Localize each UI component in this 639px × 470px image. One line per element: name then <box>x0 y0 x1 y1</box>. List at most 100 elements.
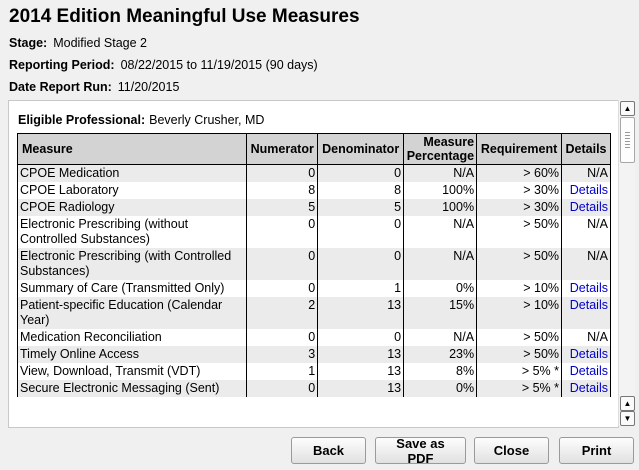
reporting-period-line: Reporting Period: 08/22/2015 to 11/19/201… <box>9 58 318 72</box>
table-row: Secure Electronic Messaging (Sent) 0 13 0% >… <box>16 380 611 397</box>
numerator-cell: 5 <box>246 199 319 216</box>
details-cell: N/A <box>561 164 611 182</box>
grip-icon <box>625 132 630 148</box>
header-percentage-line2: Percentage <box>406 149 475 163</box>
measure-cell: Timely Online Access <box>16 346 248 363</box>
denominator-cell: 0 <box>317 164 405 182</box>
numerator-cell: 3 <box>246 346 319 363</box>
scroll-up-arrow-lower-icon[interactable]: ▲ <box>620 396 635 411</box>
page-title: 2014 Edition Meaningful Use Measures <box>9 6 360 27</box>
percentage-cell: 8% <box>403 363 478 380</box>
requirement-cell: > 30% <box>476 199 563 216</box>
measure-cell: View, Download, Transmit (VDT) <box>16 363 248 380</box>
percentage-cell: 0% <box>403 380 478 397</box>
details-cell[interactable]: Details <box>561 297 611 329</box>
stage-line: Stage: Modified Stage 2 <box>9 36 147 50</box>
measure-cell: Electronic Prescribing (without Controll… <box>16 216 248 248</box>
header-requirement: Requirement <box>476 133 563 165</box>
details-cell[interactable]: Details <box>561 280 611 297</box>
header-measure-percentage: Measure Percentage <box>403 133 478 165</box>
scroll-down-arrow-icon[interactable]: ▼ <box>620 411 635 426</box>
percentage-cell: 23% <box>403 346 478 363</box>
denominator-cell: 5 <box>317 199 405 216</box>
numerator-cell: 0 <box>246 329 319 346</box>
details-cell[interactable]: Details <box>561 363 611 380</box>
measure-cell: CPOE Radiology <box>16 199 248 216</box>
details-cell[interactable]: Details <box>561 380 611 397</box>
requirement-cell: > 10% <box>476 280 563 297</box>
details-link[interactable]: Details <box>569 347 608 361</box>
numerator-cell: 1 <box>246 363 319 380</box>
denominator-cell: 13 <box>317 380 405 397</box>
details-cell: N/A <box>561 248 611 280</box>
numerator-cell: 0 <box>246 280 319 297</box>
percentage-cell: 100% <box>403 199 478 216</box>
table-row: Electronic Prescribing (with Controlled … <box>16 248 611 280</box>
requirement-cell: > 50% <box>476 329 563 346</box>
requirement-cell: > 5% * <box>476 380 563 397</box>
details-cell[interactable]: Details <box>561 199 611 216</box>
details-link[interactable]: Details <box>569 200 608 214</box>
percentage-cell: 100% <box>403 182 478 199</box>
table-row: Summary of Care (Transmitted Only) 0 1 0% > … <box>16 280 611 297</box>
header-percentage-line1: Measure <box>423 135 475 149</box>
numerator-cell: 2 <box>246 297 319 329</box>
report-panel: Eligible Professional: Beverly Crusher, M… <box>8 100 619 428</box>
date-report-run-value: 11/20/2015 <box>117 80 180 94</box>
header-denominator: Denominator <box>317 133 405 165</box>
details-link[interactable]: Details <box>569 183 608 197</box>
requirement-cell: > 60% <box>476 164 563 182</box>
details-link[interactable]: Details <box>569 381 608 395</box>
table-header-row: Measure Numerator Denominator Measure Pe… <box>16 133 611 165</box>
details-link[interactable]: Details <box>569 364 608 378</box>
details-cell: N/A <box>561 329 611 346</box>
measure-cell: Summary of Care (Transmitted Only) <box>16 280 248 297</box>
details-link[interactable]: Details <box>569 281 608 295</box>
requirement-cell: > 50% <box>476 346 563 363</box>
table-row: Patient-specific Education (Calendar Yea… <box>16 297 611 329</box>
requirement-cell: > 50% <box>476 216 563 248</box>
details-cell: N/A <box>561 216 611 248</box>
denominator-cell: 1 <box>317 280 405 297</box>
denominator-cell: 13 <box>317 346 405 363</box>
denominator-cell: 8 <box>317 182 405 199</box>
eligible-professional: Eligible Professional: Beverly Crusher, M… <box>18 113 264 127</box>
measure-cell: CPOE Medication <box>16 164 248 182</box>
table-row: CPOE Medication 0 0 N/A > 60% N/A <box>16 164 611 182</box>
table-row: View, Download, Transmit (VDT) 1 13 8% > 5% … <box>16 363 611 380</box>
percentage-cell: N/A <box>403 248 478 280</box>
denominator-cell: 0 <box>317 329 405 346</box>
stage-value: Modified Stage 2 <box>53 36 148 50</box>
table-row: Timely Online Access 3 13 23% > 50% Details <box>16 346 611 363</box>
numerator-cell: 8 <box>246 182 319 199</box>
table-row: CPOE Laboratory 8 8 100% > 30% Details <box>16 182 611 199</box>
percentage-cell: N/A <box>403 329 478 346</box>
details-link[interactable]: Details <box>569 298 608 312</box>
percentage-cell: 0% <box>403 280 478 297</box>
save-as-pdf-button[interactable]: Save as PDF <box>375 436 466 466</box>
requirement-cell: > 30% <box>476 182 563 199</box>
numerator-cell: 0 <box>246 248 319 280</box>
header-numerator: Numerator <box>246 133 319 165</box>
date-report-run-label: Date Report Run: <box>9 80 112 94</box>
vertical-scrollbar[interactable]: ▲ ▲ ▼ <box>618 100 635 426</box>
details-cell[interactable]: Details <box>561 182 611 199</box>
scrollbar-thumb[interactable] <box>620 117 635 163</box>
percentage-cell: N/A <box>403 164 478 182</box>
date-report-run-line: Date Report Run: 11/20/2015 <box>9 80 179 94</box>
print-button[interactable]: Print <box>559 437 634 464</box>
header-details: Details <box>561 133 611 165</box>
numerator-cell: 0 <box>246 380 319 397</box>
scroll-up-arrow-icon[interactable]: ▲ <box>620 101 635 116</box>
denominator-cell: 13 <box>317 297 405 329</box>
table-row: Electronic Prescribing (without Controll… <box>16 216 611 248</box>
measure-cell: Medication Reconciliation <box>16 329 248 346</box>
eligible-professional-name: Beverly Crusher, MD <box>149 113 265 127</box>
details-cell[interactable]: Details <box>561 346 611 363</box>
close-button[interactable]: Close <box>474 437 549 464</box>
requirement-cell: > 5% * <box>476 363 563 380</box>
requirement-cell: > 10% <box>476 297 563 329</box>
back-button[interactable]: Back <box>291 437 366 464</box>
measures-table: Measure Numerator Denominator Measure Pe… <box>16 133 611 397</box>
table-row: Medication Reconciliation 0 0 N/A > 50% N/A <box>16 329 611 346</box>
